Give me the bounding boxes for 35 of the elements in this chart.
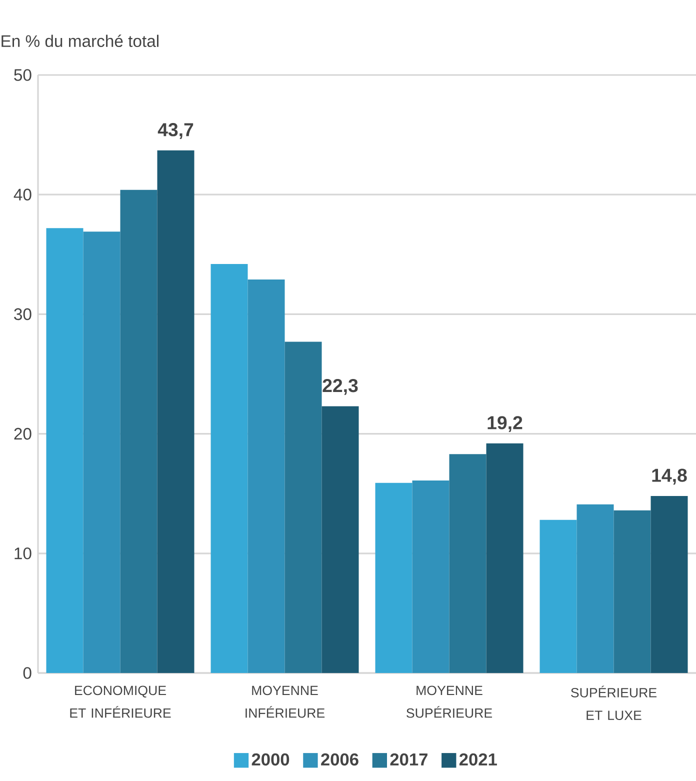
legend-label: 2000: [252, 753, 290, 766]
data-label: 22,3: [322, 379, 358, 395]
bar: [83, 232, 120, 673]
y-tick-label: 30: [14, 308, 32, 320]
bar: [375, 482, 412, 673]
bar: [322, 406, 359, 673]
y-tick-label: 0: [23, 667, 32, 679]
bar: [157, 150, 194, 673]
legend-label: 2021: [459, 753, 497, 766]
bar: [284, 342, 322, 673]
bar: [576, 504, 614, 673]
bar: [449, 454, 486, 673]
x-tick-label: SUPÉRIEURE ET LUXE: [571, 686, 657, 720]
y-axis-title: En % du marché total: [2, 34, 158, 48]
x-tick-label: MOYENNE SUPÉRIEURE: [406, 686, 492, 718]
data-label: 14,8: [652, 468, 687, 485]
y-tick-label: 20: [14, 428, 32, 440]
bar: [46, 228, 84, 673]
x-tick-label: MOYENNE INFÉRIEURE: [246, 686, 325, 718]
bar: [412, 480, 450, 673]
y-tick-label: 10: [14, 547, 32, 560]
bar: [650, 496, 688, 673]
data-label: 19,2: [488, 416, 522, 432]
bar: [486, 443, 524, 673]
bar: [120, 190, 158, 673]
legend-label: 2006: [321, 753, 358, 766]
data-label: 43,7: [158, 123, 194, 139]
y-tick-label: 40: [14, 188, 32, 200]
legend-label: 2017: [390, 753, 428, 766]
bar: [614, 510, 651, 673]
bar: [540, 520, 577, 673]
y-tick-label: 50: [14, 69, 32, 81]
bar: [248, 280, 285, 673]
x-tick-label: ECONOMIQUE ET INFÉRIEURE: [70, 686, 171, 718]
bar: [210, 264, 248, 673]
